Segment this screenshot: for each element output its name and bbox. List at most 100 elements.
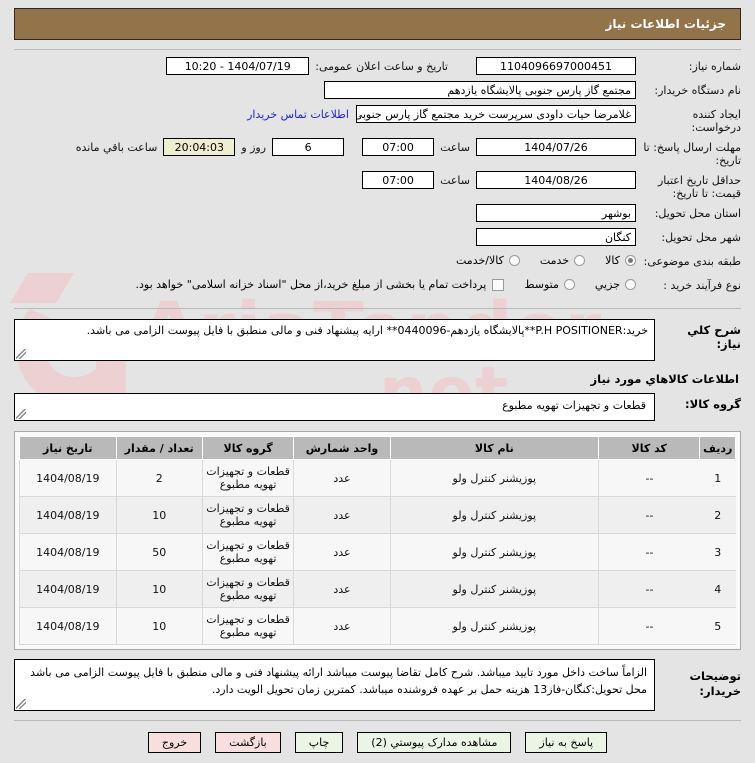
radio-icon[interactable] xyxy=(508,255,520,266)
print-button[interactable]: چاپ xyxy=(294,732,344,753)
deadline-hour-label: ساعت xyxy=(440,140,470,154)
description-row: شرح کلي نیاز: خرید:P.H POSITIONER**پالای… xyxy=(14,309,741,361)
cell-radif: 2 xyxy=(699,496,736,534)
cell-group: قطعات و تجهیزات تهویه مطبوع xyxy=(201,570,294,608)
cell-unit: عدد xyxy=(293,607,391,645)
category-option-kala[interactable]: کالا xyxy=(605,254,636,267)
cell-unit: عدد xyxy=(293,496,391,534)
cell-date: 1404/08/19 xyxy=(19,533,117,571)
radio-icon[interactable] xyxy=(574,255,586,266)
view-attachments-button[interactable]: مشاهده مدارک پیوستي (2) xyxy=(357,732,512,753)
table-row: 5 -- پوزیشنر کنترل ولو عدد قطعات و تجهیز… xyxy=(19,607,736,645)
goods-group-label: گروه کالا: xyxy=(685,397,741,411)
table-row: 3 -- پوزیشنر کنترل ولو عدد قطعات و تجهیز… xyxy=(19,533,736,571)
checkbox-icon[interactable] xyxy=(492,278,505,291)
price-validity-hour-label: ساعت xyxy=(440,173,470,187)
goods-group-row: گروه کالا: قطعات و تجهیزات تهویه مطبوع xyxy=(14,393,741,421)
cell-date: 1404/08/19 xyxy=(19,570,117,608)
process-type-label: نوع فرآیند خرید : xyxy=(663,279,741,292)
cell-radif: 4 xyxy=(699,570,736,608)
description-textarea[interactable]: خرید:P.H POSITIONER**پالایشگاه یازدهم-04… xyxy=(14,319,655,361)
creator-field[interactable]: غلامرضا حیات داودی سرپرست خرید مجتمع گاز… xyxy=(356,105,636,123)
cell-date: 1404/08/19 xyxy=(19,607,117,645)
category-radio-group: کالا خدمت کالا/خدمت xyxy=(436,252,636,267)
deadline-label: مهلت ارسال پاسخ: تا تاریخ: xyxy=(643,141,741,167)
col-date: تاریخ نیاز xyxy=(19,436,117,460)
cell-name: پوزیشنر کنترل ولو xyxy=(389,607,599,645)
goods-table-body: 1 -- پوزیشنر کنترل ولو عدد قطعات و تجهیز… xyxy=(19,459,736,645)
cell-name: پوزیشنر کنترل ولو xyxy=(389,533,599,571)
cell-unit: عدد xyxy=(293,570,391,608)
cell-radif: 5 xyxy=(699,607,736,645)
cell-qty: 10 xyxy=(115,607,203,645)
footer-divider xyxy=(14,720,741,721)
treasury-checkbox-option[interactable]: پرداخت تمام یا بخشی از مبلغ خرید،از محل … xyxy=(136,278,505,291)
treasury-checkbox-label: پرداخت تمام یا بخشی از مبلغ خرید،از محل … xyxy=(135,278,487,291)
process-option-label: جزیي xyxy=(594,278,620,291)
buyer-notes-label: توضیحات خریدار: xyxy=(689,669,742,698)
remaining-days-label: روز و xyxy=(241,140,267,154)
col-qty: تعداد / مقدار xyxy=(115,436,203,460)
price-validity-date-field[interactable]: 1404/08/26 xyxy=(476,171,636,189)
process-option-motevaset[interactable]: متوسط xyxy=(524,278,575,291)
col-name: نام کالا xyxy=(389,436,599,460)
row-province: استان محل تحویل: بوشهر xyxy=(14,204,741,224)
price-validity-time-field[interactable]: 07:00 xyxy=(362,171,435,189)
need-number-field[interactable]: 1104096697000451 xyxy=(476,57,636,75)
col-group: گروه کالا xyxy=(201,436,295,460)
buyer-contact-link[interactable]: اطلاعات تماس خریدار xyxy=(247,107,349,121)
city-label: شهر محل تحویل: xyxy=(661,231,741,244)
price-validity-label: حداقل تاریخ اعتبار قیمت: تا تاریخ: xyxy=(657,174,741,200)
buyer-notes-textarea[interactable]: الزاماً ساخت داخل مورد تایید میباشد. شرح… xyxy=(14,659,655,711)
process-option-label: متوسط xyxy=(524,278,559,291)
col-code: کد کالا xyxy=(597,436,701,460)
cell-radif: 1 xyxy=(699,459,736,497)
window-title-bar: جزئیات اطلاعات نیاز xyxy=(14,8,741,40)
goods-group-field[interactable]: قطعات و تجهیزات تهویه مطبوع xyxy=(14,393,655,421)
remaining-days-field: 6 xyxy=(272,138,345,156)
goods-heading: اطلاعات کالاهاي مورد نیاز xyxy=(590,372,739,386)
cell-group: قطعات و تجهیزات تهویه مطبوع xyxy=(201,533,294,571)
radio-icon[interactable] xyxy=(563,279,575,290)
remaining-time-label: ساعت باقي مانده xyxy=(75,140,158,154)
exit-button[interactable]: خروج xyxy=(147,732,202,753)
deadline-date-field[interactable]: 1404/07/26 xyxy=(476,138,636,156)
radio-icon[interactable] xyxy=(625,255,636,266)
process-radio-group: جزیي متوسط پرداخت تمام یا بخشی از مبلغ خ… xyxy=(136,276,636,291)
public-announce-label: تاریخ و ساعت اعلان عمومی: xyxy=(315,59,448,73)
deadline-time-field[interactable]: 07:00 xyxy=(362,138,435,156)
respond-to-need-button[interactable]: پاسخ به نیاز xyxy=(525,732,608,753)
cell-name: پوزیشنر کنترل ولو xyxy=(389,570,599,608)
category-label: طبقه بندی موضوعی: xyxy=(643,255,741,268)
need-info-form: شماره نیاز: 1104096697000451 تاریخ و ساع… xyxy=(14,50,741,308)
row-need-number: شماره نیاز: 1104096697000451 تاریخ و ساع… xyxy=(14,57,741,77)
cell-date: 1404/08/19 xyxy=(19,496,117,534)
city-field[interactable]: کنگان xyxy=(476,228,636,246)
province-field[interactable]: بوشهر xyxy=(476,204,636,222)
table-row: 1 -- پوزیشنر کنترل ولو عدد قطعات و تجهیز… xyxy=(19,459,736,497)
goods-table: ردیف کد کالا نام کالا واحد شمارش گروه کا… xyxy=(19,436,736,645)
cell-qty: 50 xyxy=(115,533,203,571)
public-announce-field[interactable]: 1404/07/19 - 10:20 xyxy=(166,57,310,75)
table-row: 2 -- پوزیشنر کنترل ولو عدد قطعات و تجهیز… xyxy=(19,496,736,534)
back-button[interactable]: بازگشت xyxy=(215,732,281,753)
cell-code: -- xyxy=(597,459,700,497)
radio-icon[interactable] xyxy=(625,279,636,290)
col-radif: ردیف xyxy=(699,436,736,460)
row-city: شهر محل تحویل: کنگان xyxy=(14,228,741,248)
cell-group: قطعات و تجهیزات تهویه مطبوع xyxy=(201,459,294,497)
category-option-label: کالا/خدمت xyxy=(456,254,504,267)
cell-radif: 3 xyxy=(699,533,736,571)
row-category: طبقه بندی موضوعی: کالا خدمت xyxy=(14,252,741,272)
creator-label: ایجاد کننده درخواست: xyxy=(691,108,741,134)
buyer-notes-row: توضیحات خریدار: الزاماً ساخت داخل مورد ت… xyxy=(14,659,741,720)
category-option-kala-khedmat[interactable]: کالا/خدمت xyxy=(456,254,520,267)
category-option-label: کالا xyxy=(605,254,620,267)
category-option-khedmat[interactable]: خدمت xyxy=(540,254,586,267)
buyer-org-field[interactable]: مجتمع گاز پارس جنوبی پالایشگاه یازدهم xyxy=(324,81,636,99)
buyer-org-label: نام دستگاه خریدار: xyxy=(654,84,741,97)
process-option-jozei[interactable]: جزیي xyxy=(595,278,636,291)
cell-group: قطعات و تجهیزات تهویه مطبوع xyxy=(201,496,294,534)
page-title: جزئیات اطلاعات نیاز xyxy=(605,17,726,31)
footer-button-bar: پاسخ به نیاز مشاهده مدارک پیوستي (2) چاپ… xyxy=(14,721,741,763)
